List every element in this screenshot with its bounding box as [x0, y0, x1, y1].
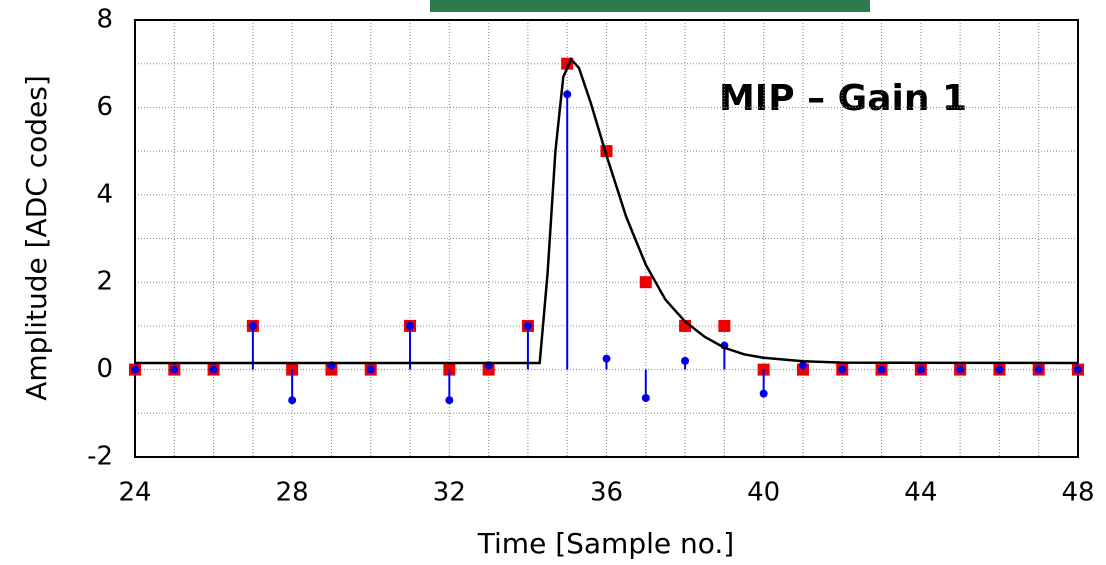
stem-dot	[759, 389, 768, 398]
stem-dot	[406, 321, 415, 330]
stem-dot	[641, 394, 650, 403]
x-tick-label: 44	[904, 478, 937, 508]
stem-dot	[798, 361, 807, 370]
stem-dot	[445, 396, 454, 405]
stem-dot	[681, 356, 690, 365]
stem-dot	[131, 365, 139, 374]
annotation: MIP – Gain 1	[719, 78, 967, 119]
stem-dot	[248, 321, 257, 330]
y-tick-label: 2	[96, 267, 113, 297]
sample-square	[718, 319, 731, 332]
stem-dot	[288, 396, 297, 405]
sample-square	[639, 276, 652, 289]
stem-dot	[209, 365, 218, 374]
x-tick-label: 28	[276, 478, 309, 508]
top-image-strip	[430, 0, 870, 12]
stem-dot	[838, 365, 847, 374]
x-tick-label: 40	[747, 478, 780, 508]
plot-frame	[134, 19, 1079, 458]
stem-dot	[956, 365, 965, 374]
y-tick-label: -2	[87, 442, 113, 472]
x-tick-label: 48	[1061, 478, 1094, 508]
stem-dot	[563, 90, 572, 99]
fit-curve	[135, 57, 1079, 365]
stem-dot	[995, 365, 1004, 374]
stem-dot	[1074, 365, 1082, 374]
stem-dot	[170, 365, 179, 374]
stem-dot	[523, 321, 532, 330]
y-axis-label: Amplitude [ADC codes]	[20, 75, 53, 401]
stem-dot	[602, 354, 611, 363]
x-axis-label: Time [Sample no.]	[477, 527, 734, 560]
stem-dot	[1034, 365, 1043, 374]
y-tick-label: 6	[96, 92, 113, 122]
x-tick-label: 36	[590, 478, 623, 508]
y-tick-label: 0	[96, 354, 113, 384]
y-tick-label: 8	[96, 5, 113, 35]
sample-square	[561, 57, 574, 70]
stem-dot	[877, 365, 886, 374]
y-tick-label: 4	[96, 179, 113, 209]
x-tick-label: 24	[118, 478, 151, 508]
stem-dot	[366, 365, 375, 374]
stem-dot	[916, 365, 925, 374]
x-tick-label: 32	[433, 478, 466, 508]
